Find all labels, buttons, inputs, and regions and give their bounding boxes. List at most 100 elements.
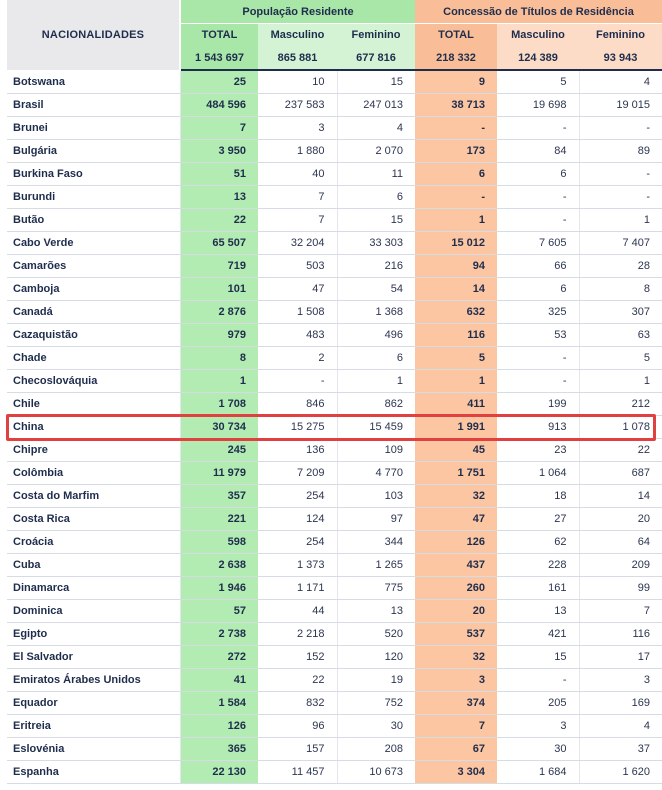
pop-female-cell: 1 368 [337,300,415,324]
con-male-cell: - [497,346,580,370]
con-female-cell: 1 078 [579,415,662,439]
pop-female-cell: 109 [337,438,415,462]
con-total-cell: 537 [415,622,497,646]
con-male-cell: 53 [497,323,580,347]
table-row: Dinamarca 1 946 1 171 775 260 161 99 [7,576,662,600]
con-female-cell: 4 [579,70,662,94]
con-female-cell: - [579,185,662,209]
con-female-cell: 4 [579,714,662,738]
con-female-cell: 116 [579,622,662,646]
pop-male-cell: 47 [258,277,338,301]
pop-female-cell: 30 [337,714,415,738]
con-total-cell: 7 [415,714,497,738]
con-male-cell: 84 [497,139,580,163]
pop-female-cell: 247 013 [337,93,415,117]
con-male-cell: 62 [497,530,580,554]
con-male-cell: 66 [497,254,580,278]
con-total-cell: 1 991 [415,415,497,439]
table-row: Burkina Faso 51 40 11 6 6- [7,162,662,186]
nationality-name: Cuba [7,553,181,577]
table-row: Espanha 22 130 11 457 10 673 3 304 1 684 1 620 [7,760,662,784]
pop-female-cell: 13 [337,599,415,623]
table-row: China 30 734 15 275 15 459 1 991 913 1 078 [7,415,662,439]
con-total-cell: 32 [415,645,497,669]
con-total-cell: - [415,185,497,209]
pop-female-cell: 15 459 [337,415,415,439]
con-total-cell: 38 713 [415,93,497,117]
nationality-name: Canadá [7,300,181,324]
nationality-name: Cazaquistão [7,323,181,347]
pop-male-cell: 7 209 [258,461,338,485]
pop-male-header: Masculino [258,23,337,47]
con-total-cell: 15 012 [415,231,497,255]
pop-total-value: 1 543 697 [180,46,258,72]
pop-male-value: 865 881 [258,46,337,72]
nationality-name: Eritreia [7,714,181,738]
pop-total-cell: 11 979 [180,461,258,485]
con-total-cell: 47 [415,507,497,531]
pop-total-cell: 7 [180,116,258,140]
nationality-name: Chade [7,346,181,370]
pop-male-cell: 7 [258,208,338,232]
nationality-name: Costa Rica [7,507,181,531]
pop-female-cell: 11 [337,162,415,186]
con-total-cell: 67 [415,737,497,761]
pop-male-cell: 136 [258,438,338,462]
pop-male-cell: 503 [258,254,338,278]
pop-male-cell: 40 [258,162,338,186]
pop-female-header: Feminino [337,23,415,47]
con-female-cell: 5 [579,346,662,370]
con-male-cell: 325 [497,300,580,324]
table-row: Chipre 245 136 109 45 23 22 [7,438,662,462]
table-row: Chile 1 708 846 862 411 199 212 [7,392,662,416]
table-row: Dominica 57 44 13 20 13 7 [7,599,662,623]
con-total-cell: 32 [415,484,497,508]
table-row: Camarões 719 503 216 94 66 28 [7,254,662,278]
pop-total-cell: 2 638 [180,553,258,577]
con-female-cell: 169 [579,691,662,715]
pop-male-cell: 3 [258,116,338,140]
nationality-name: Equador [7,691,181,715]
con-female-cell: 3 [579,668,662,692]
nationality-name: Cabo Verde [7,231,181,255]
con-male-cell: - [497,668,580,692]
con-male-cell: 7 605 [497,231,580,255]
pop-male-cell: 254 [258,484,338,508]
pop-male-cell: 1 171 [258,576,338,600]
pop-male-cell: 2 [258,346,338,370]
nationality-name: Burundi [7,185,181,209]
con-male-cell: 18 [497,484,580,508]
nationality-name: Emiratos Árabes Unidos [7,668,181,692]
pop-female-cell: 1 [337,369,415,393]
pop-female-cell: 520 [337,622,415,646]
table-row: Bulgária 3 950 1 880 2 070 173 84 89 [7,139,662,163]
pop-total-cell: 365 [180,737,258,761]
table-row: Camboja 101 47 54 14 6 8 [7,277,662,301]
pop-female-cell: 752 [337,691,415,715]
con-female-cell: 22 [579,438,662,462]
con-male-cell: 5 [497,70,580,94]
pop-female-cell: 19 [337,668,415,692]
pop-total-cell: 484 596 [180,93,258,117]
pop-male-cell: 832 [258,691,338,715]
table-row: Eritreia 126 96 30 7 3 4 [7,714,662,738]
table-row: Canadá 2 876 1 508 1 368 632 325 307 [7,300,662,324]
con-female-cell: 37 [579,737,662,761]
con-male-cell: 3 [497,714,580,738]
con-total-cell: 3 304 [415,760,497,784]
con-total-header: TOTAL [415,23,497,47]
con-total-cell: 411 [415,392,497,416]
pop-male-cell: 32 204 [258,231,338,255]
pop-male-cell: 1 508 [258,300,338,324]
nationality-name: Camarões [7,254,181,278]
pop-total-cell: 1 584 [180,691,258,715]
con-female-cell: 64 [579,530,662,554]
con-total-cell: 126 [415,530,497,554]
pop-total-cell: 57 [180,599,258,623]
table-row: Checoslováquia 1-1 1-1 [7,369,662,393]
con-total-cell: 94 [415,254,497,278]
pop-female-cell: 4 770 [337,461,415,485]
pop-male-cell: - [258,369,338,393]
con-total-cell: 5 [415,346,497,370]
con-total-cell: 116 [415,323,497,347]
